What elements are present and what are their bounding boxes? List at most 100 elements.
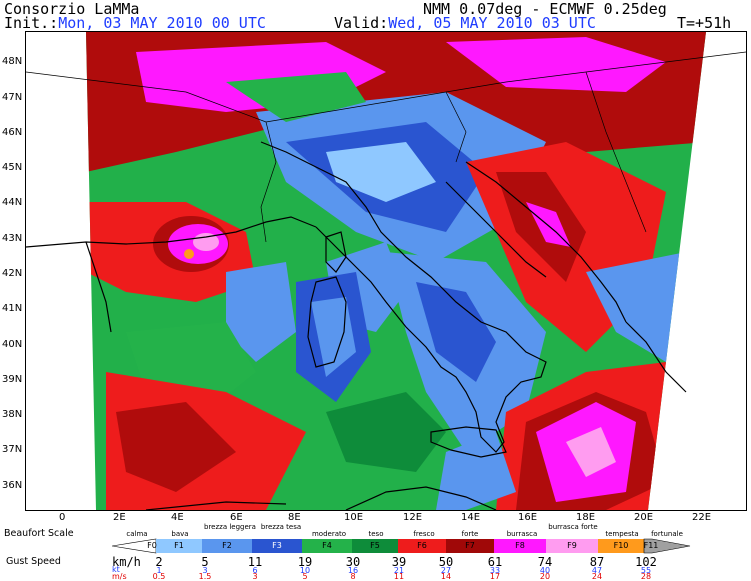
lon-label: 4E	[171, 512, 184, 523]
class-code: F1	[174, 541, 184, 550]
valid-value: Wed, 05 MAY 2010 03 UTC	[388, 14, 596, 32]
lat-label: 41N	[2, 303, 23, 314]
class-name: brezza leggera	[204, 523, 256, 531]
colorbar-segment	[598, 539, 644, 553]
unit-kmh: km/h	[112, 555, 141, 569]
beaufort-colorbar	[112, 538, 691, 554]
class-name: fortunale	[651, 530, 683, 538]
lon-label: 0	[59, 512, 66, 523]
class-name: brezza tesa	[260, 523, 302, 531]
init-line: Init.:Mon, 03 MAY 2010 00 UTC	[4, 15, 266, 31]
map-canvas	[26, 32, 746, 510]
lon-label: 10E	[344, 512, 364, 523]
ms-value: 11	[393, 572, 405, 581]
kmh-value: 87	[589, 555, 605, 569]
kt-value: 33	[489, 566, 501, 575]
ms-value: 20	[539, 572, 551, 581]
class-name: fresco	[413, 530, 435, 538]
lon-label: 6E	[230, 512, 243, 523]
colorbar-segment	[252, 539, 302, 553]
lat-label: 39N	[2, 374, 23, 385]
kt-value: 6	[252, 566, 258, 575]
gust-speed-title: Gust Speed	[6, 556, 61, 567]
lat-label: 40N	[2, 339, 23, 350]
class-code: F6	[417, 541, 427, 550]
kt-value: 10	[299, 566, 311, 575]
forecast-step: T=+51h	[677, 14, 732, 32]
valid-line: Valid:Wed, 05 MAY 2010 03 UTC	[334, 15, 596, 31]
class-name: calma	[126, 530, 148, 538]
beaufort-scale-title: Beaufort Scale	[4, 528, 74, 539]
lat-label: 37N	[2, 444, 23, 455]
colorbar-segment	[494, 539, 546, 553]
class-name: burrasca forte	[548, 523, 598, 531]
kt-value: 27	[440, 566, 452, 575]
kt-value: 1	[156, 566, 162, 575]
kmh-value: 19	[297, 555, 313, 569]
lat-label: 44N	[2, 197, 23, 208]
kt-value: 55	[640, 566, 652, 575]
class-code: F5	[370, 541, 380, 550]
colorbar-fortunale-arrow	[643, 538, 691, 554]
lon-label: 20E	[634, 512, 654, 523]
colorbar-segment	[546, 539, 598, 553]
organization-title: Consorzio LaMMa	[4, 0, 140, 18]
lon-label: 8E	[288, 512, 301, 523]
lon-label: 18E	[576, 512, 596, 523]
lat-label: 36N	[2, 480, 23, 491]
lat-label: 42N	[2, 268, 23, 279]
class-name: burrasca	[506, 530, 538, 538]
kt-value: 21	[393, 566, 405, 575]
model-title: NMM 0.07deg - ECMWF 0.25deg	[423, 0, 667, 18]
lat-label: 38N	[2, 409, 23, 420]
colorbar-segment	[202, 539, 252, 553]
class-name: bava	[171, 530, 189, 538]
lat-label: 48N	[2, 56, 23, 67]
class-code: F3	[272, 541, 282, 550]
colorbar-segment	[446, 539, 494, 553]
ms-value: 0.5	[152, 572, 166, 581]
class-name: teso	[368, 530, 384, 538]
lat-label: 43N	[2, 233, 23, 244]
kt-value: 16	[347, 566, 359, 575]
lat-label: 47N	[2, 92, 23, 103]
ms-value: 8	[350, 572, 356, 581]
class-code: F8	[515, 541, 525, 550]
unit-kt: kt	[112, 565, 120, 574]
class-code: F4	[322, 541, 332, 550]
class-code: F11	[643, 541, 659, 550]
lat-label: 46N	[2, 127, 23, 138]
class-code: F7	[465, 541, 475, 550]
init-label: Init.:	[4, 14, 59, 32]
unit-ms: m/s	[112, 572, 127, 581]
kt-value: 47	[591, 566, 603, 575]
colorbar-segment	[302, 539, 352, 553]
class-name: tempesta	[605, 530, 639, 538]
kt-value: 40	[539, 566, 551, 575]
wind-gust-map	[25, 31, 747, 511]
kmh-value: 2	[155, 555, 163, 569]
class-name: moderato	[311, 530, 347, 538]
ms-value: 28	[640, 572, 652, 581]
coastlines	[26, 141, 687, 510]
ms-value: 17	[489, 572, 501, 581]
lon-label: 14E	[461, 512, 481, 523]
class-code: F10	[613, 541, 629, 550]
kmh-value: 39	[391, 555, 407, 569]
ms-value: 5	[302, 572, 308, 581]
kmh-value: 30	[345, 555, 361, 569]
colorbar-segment	[398, 539, 446, 553]
lon-label: 2E	[113, 512, 126, 523]
init-value: Mon, 03 MAY 2010 00 UTC	[58, 14, 266, 32]
kmh-value: 11	[247, 555, 263, 569]
class-name: forte	[461, 530, 479, 538]
ms-value: 1.5	[198, 572, 212, 581]
kmh-value: 102	[635, 555, 657, 569]
ms-value: 14	[440, 572, 452, 581]
colorbar-segment	[156, 539, 202, 553]
kmh-value: 5	[201, 555, 209, 569]
class-code: F9	[567, 541, 577, 550]
wind-field	[86, 32, 706, 510]
borders	[26, 51, 746, 243]
class-code: F0	[147, 541, 157, 550]
